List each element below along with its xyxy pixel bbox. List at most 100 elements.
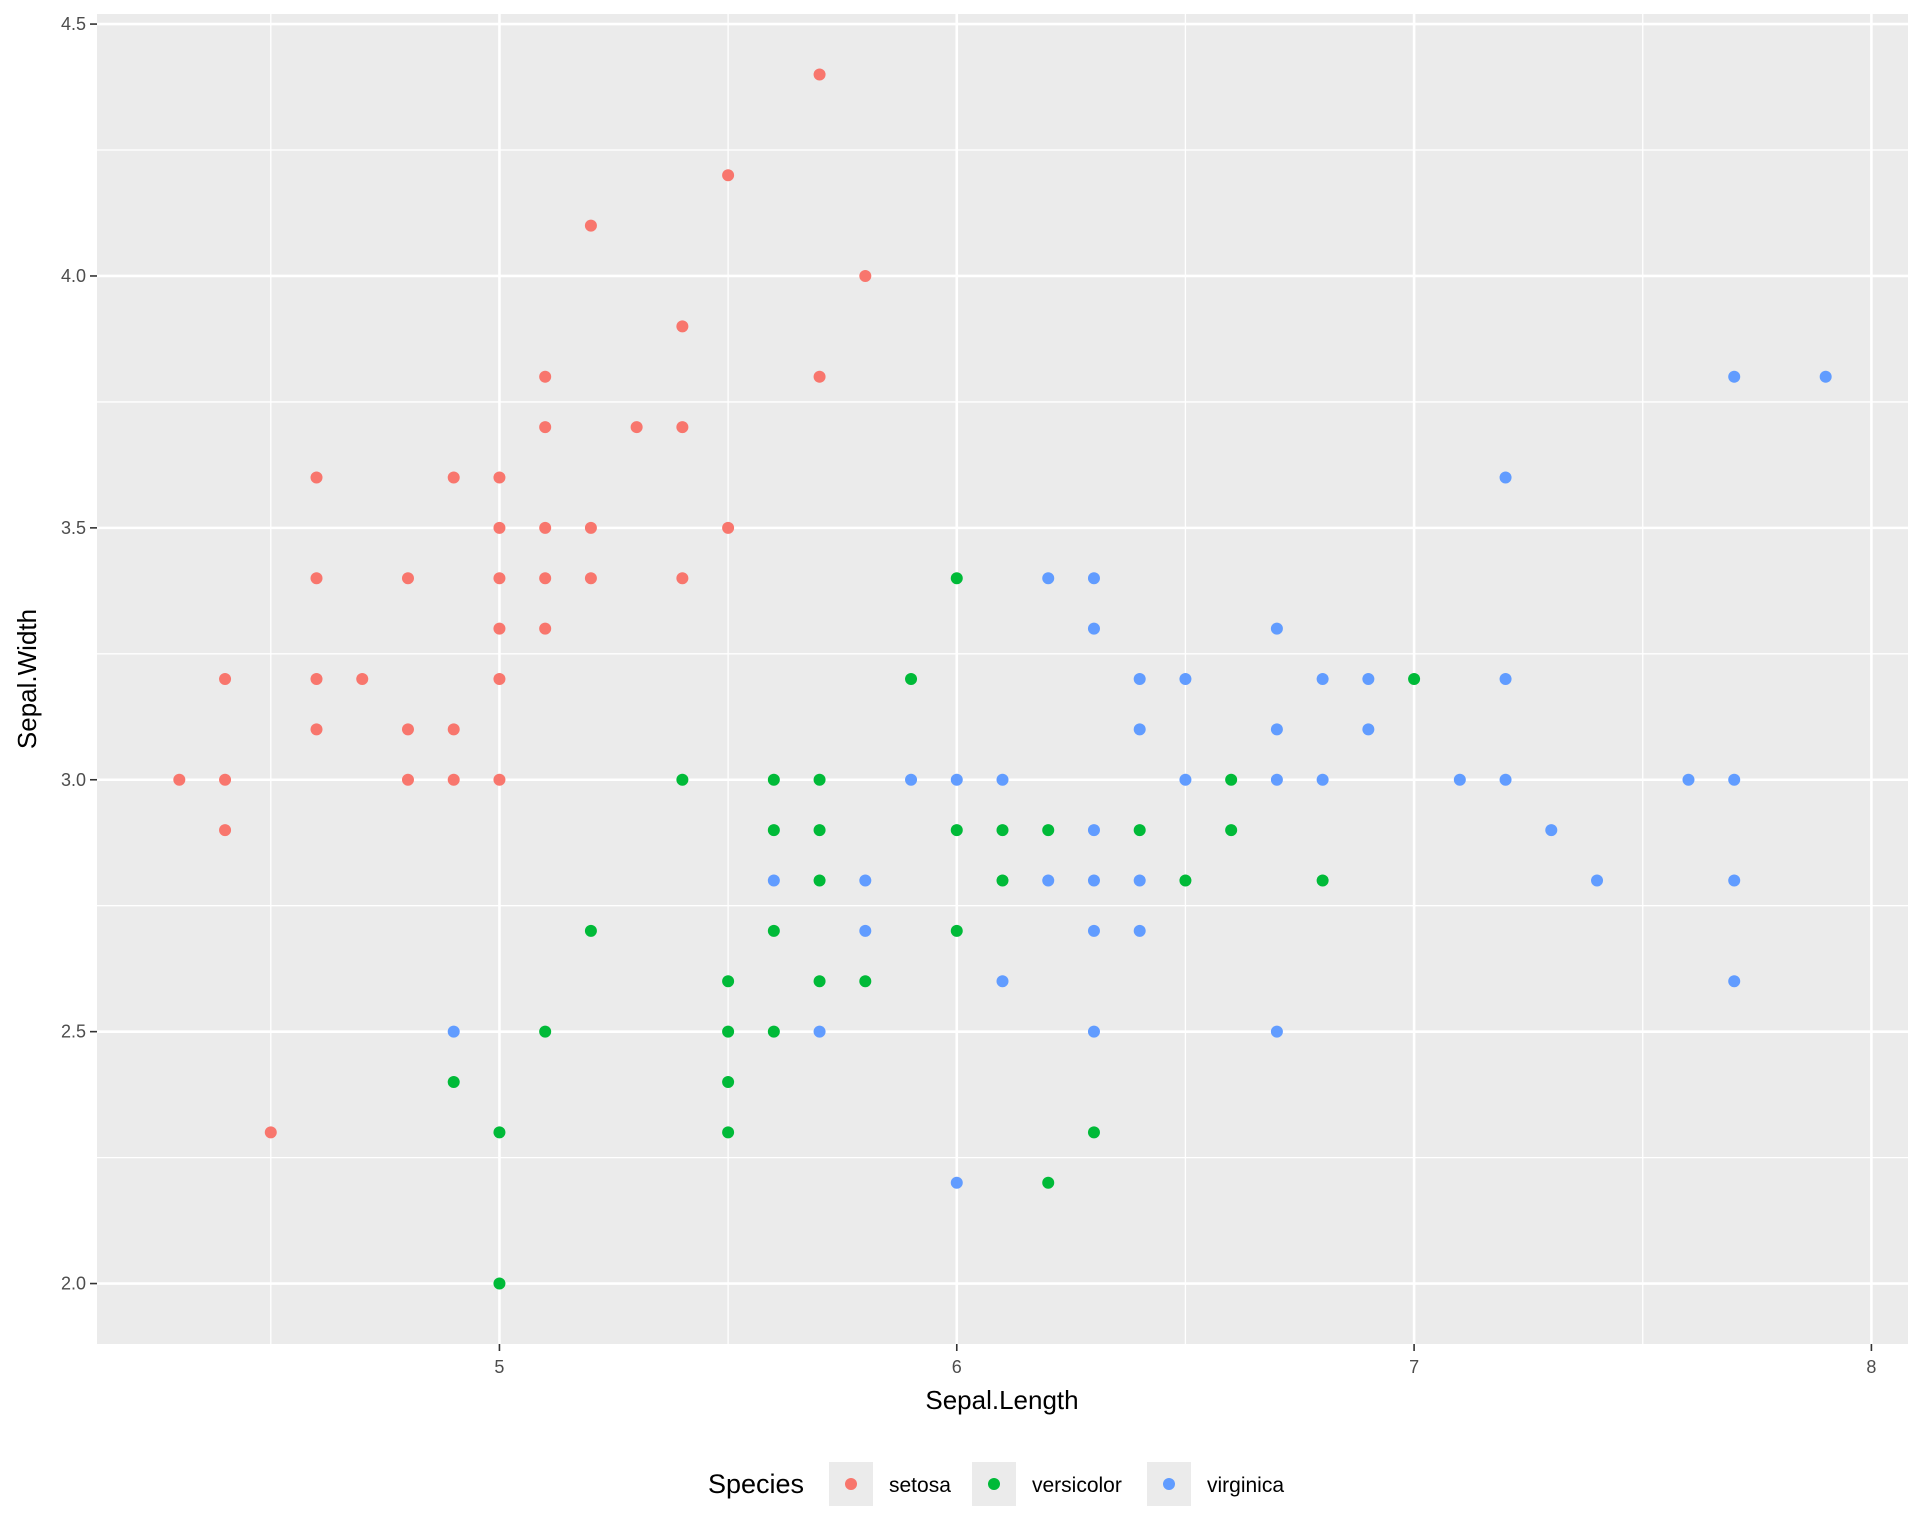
data-point-versicolor bbox=[493, 1126, 506, 1139]
data-point-setosa bbox=[539, 370, 552, 383]
data-point-setosa bbox=[539, 521, 552, 534]
data-point-setosa bbox=[493, 773, 506, 786]
data-point-virginica bbox=[1087, 572, 1100, 585]
data-point-virginica bbox=[1545, 824, 1558, 837]
data-point-versicolor bbox=[493, 1277, 506, 1290]
data-point-virginica bbox=[1682, 773, 1695, 786]
data-point-setosa bbox=[310, 471, 323, 484]
data-point-setosa bbox=[219, 773, 232, 786]
data-point-virginica bbox=[996, 773, 1009, 786]
data-point-virginica bbox=[1728, 975, 1741, 988]
legend-label-virginica: virginica bbox=[1207, 1474, 1284, 1497]
data-point-virginica bbox=[1087, 924, 1100, 937]
data-point-setosa bbox=[493, 521, 506, 534]
data-point-setosa bbox=[310, 673, 323, 685]
data-point-virginica bbox=[1728, 773, 1741, 786]
data-point-virginica bbox=[1499, 673, 1512, 685]
data-point-virginica bbox=[859, 874, 872, 887]
data-point-setosa bbox=[219, 673, 232, 685]
data-point-versicolor bbox=[1408, 673, 1421, 685]
data-point-versicolor bbox=[905, 673, 918, 685]
data-point-versicolor bbox=[722, 975, 735, 988]
data-point-setosa bbox=[493, 673, 506, 685]
data-point-setosa bbox=[401, 723, 414, 736]
data-point-versicolor bbox=[1133, 824, 1146, 837]
data-point-virginica bbox=[859, 924, 872, 937]
data-point-virginica bbox=[1087, 824, 1100, 837]
data-point-versicolor bbox=[767, 773, 780, 786]
legend-marker-virginica bbox=[1163, 1478, 1175, 1490]
data-point-setosa bbox=[493, 471, 506, 484]
data-point-virginica bbox=[1499, 773, 1512, 786]
data-point-virginica bbox=[1728, 874, 1741, 887]
data-point-setosa bbox=[310, 723, 323, 736]
data-point-virginica bbox=[447, 1025, 460, 1038]
data-point-versicolor bbox=[1042, 824, 1055, 837]
data-point-setosa bbox=[493, 622, 506, 635]
data-point-virginica bbox=[1133, 874, 1146, 887]
data-point-setosa bbox=[539, 622, 552, 635]
data-point-versicolor bbox=[813, 975, 826, 988]
plot-panel bbox=[97, 14, 1908, 1344]
y-axis-title: Sepal.Width bbox=[12, 609, 42, 749]
x-axis-title: Sepal.Length bbox=[925, 1385, 1078, 1415]
data-point-virginica bbox=[1362, 723, 1375, 736]
data-point-virginica bbox=[1819, 370, 1832, 383]
legend-label-setosa: setosa bbox=[889, 1474, 951, 1497]
data-point-versicolor bbox=[722, 1025, 735, 1038]
data-point-setosa bbox=[722, 521, 735, 534]
data-point-versicolor bbox=[676, 773, 689, 786]
data-point-setosa bbox=[401, 572, 414, 585]
data-points bbox=[173, 68, 1832, 1290]
legend-label-versicolor: versicolor bbox=[1032, 1474, 1122, 1497]
data-point-setosa bbox=[813, 370, 826, 383]
x-tick-label: 7 bbox=[1409, 1357, 1419, 1377]
data-point-versicolor bbox=[1225, 824, 1238, 837]
data-point-setosa bbox=[584, 219, 597, 232]
data-point-versicolor bbox=[767, 824, 780, 837]
data-point-versicolor bbox=[950, 572, 963, 585]
data-point-setosa bbox=[264, 1126, 277, 1139]
data-point-setosa bbox=[584, 521, 597, 534]
data-point-versicolor bbox=[1087, 1126, 1100, 1139]
data-point-setosa bbox=[447, 723, 460, 736]
data-point-versicolor bbox=[539, 1025, 552, 1038]
data-point-virginica bbox=[1133, 673, 1146, 685]
data-point-virginica bbox=[1728, 370, 1741, 383]
data-point-setosa bbox=[584, 572, 597, 585]
legend-items: setosa versicolor virginica bbox=[829, 1462, 1284, 1506]
data-point-versicolor bbox=[996, 874, 1009, 887]
data-point-setosa bbox=[676, 572, 689, 585]
data-point-versicolor bbox=[859, 975, 872, 988]
legend-marker-versicolor bbox=[988, 1478, 1000, 1490]
data-point-virginica bbox=[813, 1025, 826, 1038]
data-point-setosa bbox=[447, 773, 460, 786]
data-point-versicolor bbox=[813, 824, 826, 837]
data-point-setosa bbox=[310, 572, 323, 585]
data-point-virginica bbox=[767, 874, 780, 887]
data-point-versicolor bbox=[767, 1025, 780, 1038]
data-point-virginica bbox=[996, 975, 1009, 988]
data-point-versicolor bbox=[950, 824, 963, 837]
data-point-versicolor bbox=[1042, 1176, 1055, 1189]
data-point-setosa bbox=[722, 169, 735, 182]
data-point-virginica bbox=[1087, 622, 1100, 635]
grid-lines bbox=[97, 14, 1908, 1344]
y-tick-label: 4.0 bbox=[61, 266, 86, 286]
data-point-virginica bbox=[1270, 622, 1283, 635]
data-point-versicolor bbox=[996, 824, 1009, 837]
data-point-virginica bbox=[1499, 471, 1512, 484]
data-point-setosa bbox=[173, 773, 186, 786]
data-point-virginica bbox=[1591, 874, 1604, 887]
data-point-virginica bbox=[1362, 673, 1375, 685]
data-point-virginica bbox=[1179, 773, 1192, 786]
x-tick-label: 5 bbox=[494, 1357, 504, 1377]
axes: 5 6 7 8 2.0 2.5 3.0 3.5 4.0 4.5 bbox=[61, 14, 1876, 1377]
data-point-virginica bbox=[1133, 723, 1146, 736]
data-point-virginica bbox=[1042, 572, 1055, 585]
data-point-virginica bbox=[1042, 874, 1055, 887]
y-tick-label: 4.5 bbox=[61, 14, 86, 34]
data-point-versicolor bbox=[1316, 874, 1329, 887]
y-tick-label: 2.0 bbox=[61, 1274, 86, 1294]
